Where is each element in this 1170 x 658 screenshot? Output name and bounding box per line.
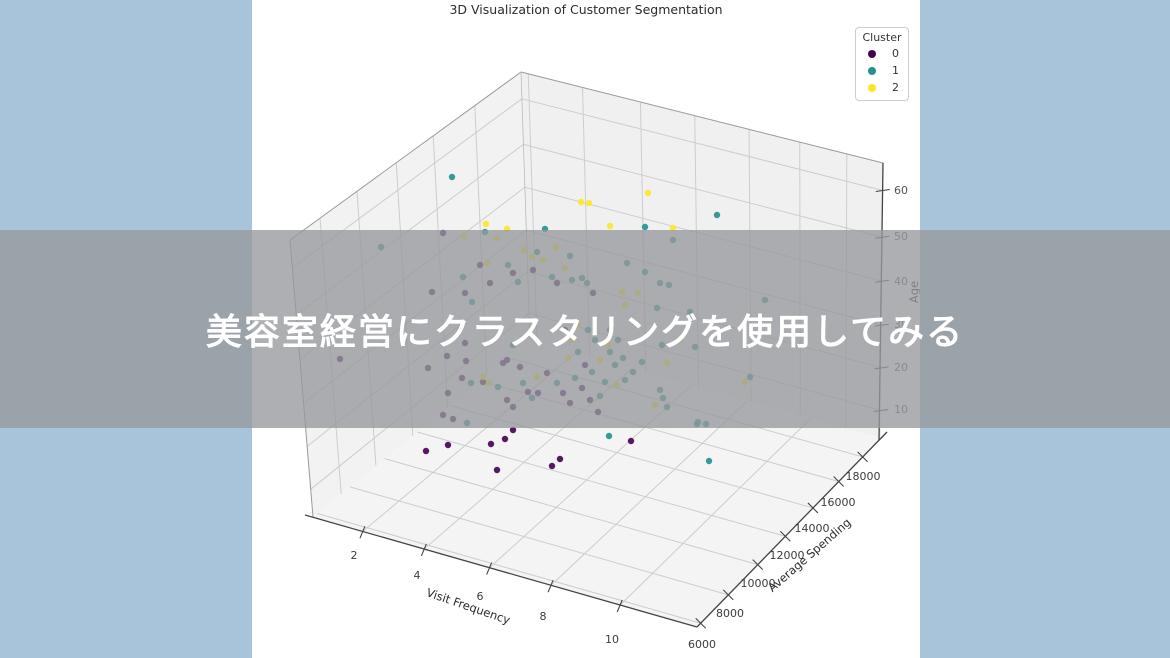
y-tick-label: 18000 (846, 470, 881, 483)
y-tick-label: 14000 (795, 522, 830, 535)
x-axis-label: Visit Frequency (425, 585, 513, 627)
x-tick-label: 6 (477, 590, 484, 603)
chart-title: 3D Visualization of Customer Segmentatio… (449, 2, 723, 17)
legend-entry-label: 2 (892, 81, 899, 94)
legend-entry-0: 0 (856, 45, 908, 62)
scatter-point-cluster-0 (509, 426, 517, 434)
x-tick-label: 4 (414, 569, 421, 582)
y-tick-label: 10000 (741, 577, 776, 590)
scatter-point-cluster-0 (548, 462, 556, 470)
scatter-point-cluster-2 (577, 198, 585, 206)
scatter-point-cluster-0 (487, 440, 495, 448)
legend-entry-label: 0 (892, 47, 899, 60)
scatter-point-cluster-1 (641, 223, 649, 231)
scatter-point-cluster-1 (713, 211, 721, 219)
chart-legend: Cluster 0 1 2 (855, 27, 909, 101)
x-tick-label: 2 (351, 549, 358, 562)
scatter-point-cluster-0 (627, 437, 635, 445)
scatter-point-cluster-1 (448, 173, 456, 181)
scatter-point-cluster-2 (669, 224, 677, 232)
scatter-point-cluster-2 (482, 220, 490, 228)
legend-entry-2: 2 (856, 79, 908, 96)
legend-marker-icon (868, 66, 876, 75)
x-tick-label: 10 (605, 633, 619, 646)
overlay-banner-text: 美容室経営にクラスタリングを使用してみる (205, 312, 965, 353)
y-tick-label: 8000 (716, 607, 744, 620)
legend-marker-icon (868, 83, 876, 92)
scatter-point-cluster-0 (556, 455, 564, 463)
scatter-point-cluster-2 (585, 199, 593, 207)
legend-entry-label: 1 (892, 64, 899, 77)
y-tick-label: 16000 (821, 496, 856, 509)
y-tick-label: 12000 (770, 549, 805, 562)
legend-title: Cluster (862, 31, 902, 44)
legend-marker-icon (868, 49, 876, 58)
title-overlay-banner: 美容室経営にクラスタリングを使用してみる (0, 230, 1170, 428)
scatter-point-cluster-0 (493, 466, 501, 474)
x-tick-label: 8 (540, 610, 547, 623)
legend-entry-1: 1 (856, 62, 908, 79)
y-tick-label: 6000 (688, 638, 716, 651)
scatter-point-cluster-2 (644, 189, 652, 197)
scatter-point-cluster-0 (444, 441, 452, 449)
scatter-point-cluster-0 (501, 435, 509, 443)
legend-rows: 0 1 2 (856, 45, 908, 96)
z-tick-label: 60 (894, 184, 908, 197)
scatter-point-cluster-0 (422, 447, 430, 455)
scatter-point-cluster-1 (705, 457, 713, 465)
scatter-point-cluster-1 (605, 432, 613, 440)
scatter-point-cluster-2 (606, 222, 614, 230)
